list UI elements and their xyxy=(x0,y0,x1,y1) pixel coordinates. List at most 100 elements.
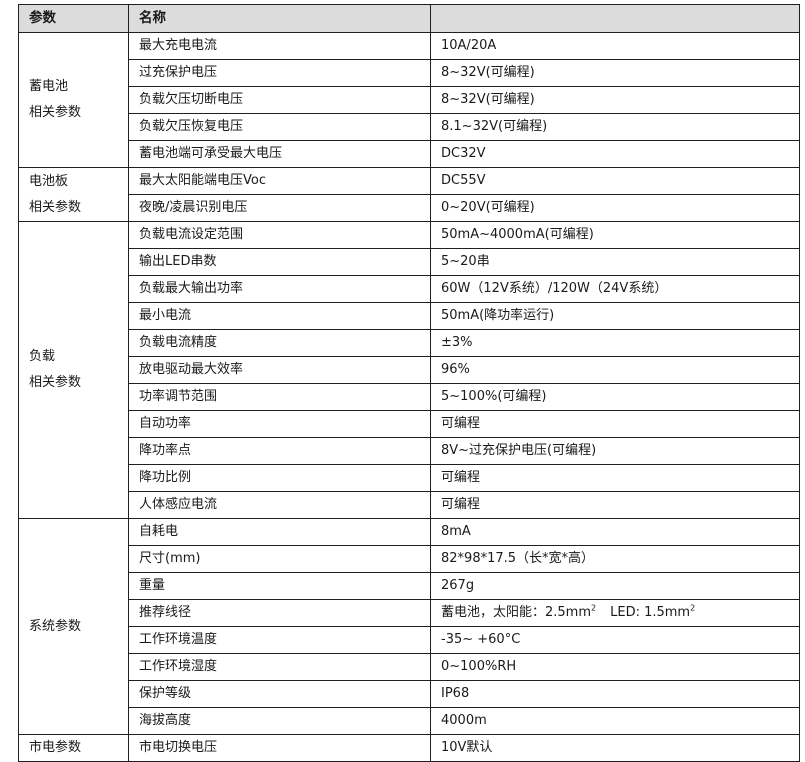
parameter-name-cell: 海拔高度 xyxy=(128,707,431,735)
parameter-name-cell: 负载最大输出功率 xyxy=(128,275,431,303)
parameter-name-cell: 保护等级 xyxy=(128,680,431,708)
table-row: 负载欠压切断电压 8~32V(可编程) xyxy=(19,86,800,114)
header-row: 参数 名称 xyxy=(18,4,800,33)
group-label-cell: 蓄电池 相关参数 xyxy=(18,32,129,168)
parameter-name-cell: 重量 xyxy=(128,572,431,600)
parameter-name-cell: 工作环境温度 xyxy=(128,626,431,654)
parameter-name-cell: 最大充电电流 xyxy=(128,32,431,60)
table-row: 功率调节范围 5~100%(可编程) xyxy=(19,383,800,411)
group-label-line: 系统参数 xyxy=(29,618,82,634)
parameter-value-cell: 60W（12V系统）/120W（24V系统） xyxy=(430,275,800,303)
specification-table-container: 参数 名称 蓄电池 相关参数 最大充电电流 10A/20A 过充保护电压 8~32V(可编… xyxy=(18,4,800,762)
group-label-line: 相关参数 xyxy=(29,199,82,215)
parameter-name-cell: 输出LED串数 xyxy=(128,248,431,276)
group-label-cell: 电池板 相关参数 xyxy=(18,167,129,222)
column-header-group: 参数 xyxy=(18,4,129,33)
table-row: 尺寸(mm) 82*98*17.5（长*宽*高） xyxy=(19,545,800,573)
parameter-name-cell: 负载电流精度 xyxy=(128,329,431,357)
table-row: 负载 相关参数 负载电流设定范围 50mA~4000mA(可编程) xyxy=(18,221,800,519)
table-row: 夜晚/凌晨识别电压 0~20V(可编程) xyxy=(19,194,800,222)
parameter-value-cell: DC55V xyxy=(430,167,800,195)
parameter-value-cell: 10A/20A xyxy=(430,32,800,60)
superscript: 2 xyxy=(591,603,597,613)
table-row: 系统参数 自耗电 8mA xyxy=(18,518,800,735)
parameter-value-cell: ±3% xyxy=(430,329,800,357)
group-label-line: 相关参数 xyxy=(29,375,82,390)
table-row: 蓄电池端可承受最大电压 DC32V xyxy=(19,140,800,168)
parameter-value-cell: 5~100%(可编程) xyxy=(430,383,800,411)
parameter-name-cell: 尺寸(mm) xyxy=(128,545,431,573)
parameter-value-cell: 可编程 xyxy=(430,464,800,492)
table-row: 蓄电池 相关参数 最大充电电流 10A/20A xyxy=(18,32,800,168)
group-label-line: 相关参数 xyxy=(29,105,82,120)
parameter-name-cell: 蓄电池端可承受最大电压 xyxy=(128,140,431,168)
parameter-name-cell: 自耗电 xyxy=(128,518,431,546)
table-row: 市电参数 市电切换电压 10V默认 xyxy=(18,734,800,762)
table-row: 降功比例 可编程 xyxy=(19,464,800,492)
table-row: 降功率点 8V~过充保护电压(可编程) xyxy=(19,437,800,465)
parameter-value-cell: 0~20V(可编程) xyxy=(430,194,800,222)
parameter-value-cell: 8V~过充保护电压(可编程) xyxy=(430,437,800,465)
parameter-name-cell: 负载欠压恢复电压 xyxy=(128,113,431,141)
parameter-name-cell: 推荐线径 xyxy=(128,599,431,627)
table-row: 输出LED串数 5~20串 xyxy=(19,248,800,276)
group-label-line: 电池板 xyxy=(29,173,69,189)
parameter-name-cell: 人体感应电流 xyxy=(128,491,431,519)
parameter-value-cell: 8.1~32V(可编程) xyxy=(430,113,800,141)
parameter-name-cell: 市电切换电压 xyxy=(128,734,431,762)
parameter-value-cell: -35~ +60°C xyxy=(430,626,800,654)
table-header: 参数 名称 xyxy=(18,4,800,33)
parameter-value-cell: 82*98*17.5（长*宽*高） xyxy=(430,545,800,573)
parameter-value-cell: 8~32V(可编程) xyxy=(430,59,800,87)
parameter-name-cell: 夜晚/凌晨识别电压 xyxy=(128,194,431,222)
table-row: 保护等级 IP68 xyxy=(19,680,800,708)
parameter-name-cell: 负载欠压切断电压 xyxy=(128,86,431,114)
group-label-cell: 市电参数 xyxy=(18,734,129,762)
group-label-cell: 负载 相关参数 xyxy=(18,221,129,519)
table-row: 负载最大输出功率 60W（12V系统）/120W（24V系统） xyxy=(19,275,800,303)
table-row: 负载电流精度 ±3% xyxy=(19,329,800,357)
parameter-value-cell: 8mA xyxy=(430,518,800,546)
table-row: 负载欠压恢复电压 8.1~32V(可编程) xyxy=(19,113,800,141)
parameter-value-cell: 96% xyxy=(430,356,800,384)
parameter-value-cell: 蓄电池，太阳能：2.5mm2 LED: 1.5mm2 xyxy=(430,599,800,627)
group-label-cell: 系统参数 xyxy=(18,518,129,735)
table-row: 工作环境温度 -35~ +60°C xyxy=(19,626,800,654)
table-row: 海拔高度 4000m xyxy=(19,707,800,735)
parameter-value-cell: 8~32V(可编程) xyxy=(430,86,800,114)
parameter-name-cell: 负载电流设定范围 xyxy=(128,221,431,249)
parameter-value-cell: 10V默认 xyxy=(430,734,800,762)
group-label-line: 负载 xyxy=(29,349,56,364)
parameter-value-cell: 4000m xyxy=(430,707,800,735)
parameter-name-cell: 放电驱动最大效率 xyxy=(128,356,431,384)
table-row: 自动功率 可编程 xyxy=(19,410,800,438)
parameter-name-cell: 工作环境湿度 xyxy=(128,653,431,681)
table-row: 重量 267g xyxy=(19,572,800,600)
table-row: 放电驱动最大效率 96% xyxy=(19,356,800,384)
superscript: 2 xyxy=(690,603,696,613)
parameter-value-cell: 0~100%RH xyxy=(430,653,800,681)
parameter-value-cell: DC32V xyxy=(430,140,800,168)
parameter-value-cell: 可编程 xyxy=(430,491,800,519)
parameter-value-cell: 267g xyxy=(430,572,800,600)
parameter-name-cell: 过充保护电压 xyxy=(128,59,431,87)
parameter-name-cell: 最大太阳能端电压Voc xyxy=(128,167,431,195)
column-header-value xyxy=(430,4,800,33)
group-label-line: 蓄电池 xyxy=(29,79,69,94)
specification-table: 参数 名称 蓄电池 相关参数 最大充电电流 10A/20A 过充保护电压 8~32V(可编… xyxy=(18,4,800,762)
parameter-name-cell: 功率调节范围 xyxy=(128,383,431,411)
parameter-name-cell: 最小电流 xyxy=(128,302,431,330)
table-row: 工作环境湿度 0~100%RH xyxy=(19,653,800,681)
parameter-value-cell: 5~20串 xyxy=(430,248,800,276)
column-header-name: 名称 xyxy=(128,4,431,33)
parameter-name-cell: 降功率点 xyxy=(128,437,431,465)
parameter-name-cell: 降功比例 xyxy=(128,464,431,492)
parameter-value-cell: IP68 xyxy=(430,680,800,708)
table-body: 蓄电池 相关参数 最大充电电流 10A/20A 过充保护电压 8~32V(可编程) 负载欠压… xyxy=(18,32,800,762)
parameter-value-cell: 50mA~4000mA(可编程) xyxy=(430,221,800,249)
parameter-value-cell: 50mA(降功率运行) xyxy=(430,302,800,330)
parameter-value-cell: 可编程 xyxy=(430,410,800,438)
table-row: 人体感应电流 可编程 xyxy=(19,491,800,519)
group-label-line: 市电参数 xyxy=(29,740,82,755)
table-row: 推荐线径 蓄电池，太阳能：2.5mm2 LED: 1.5mm2 xyxy=(19,599,800,627)
